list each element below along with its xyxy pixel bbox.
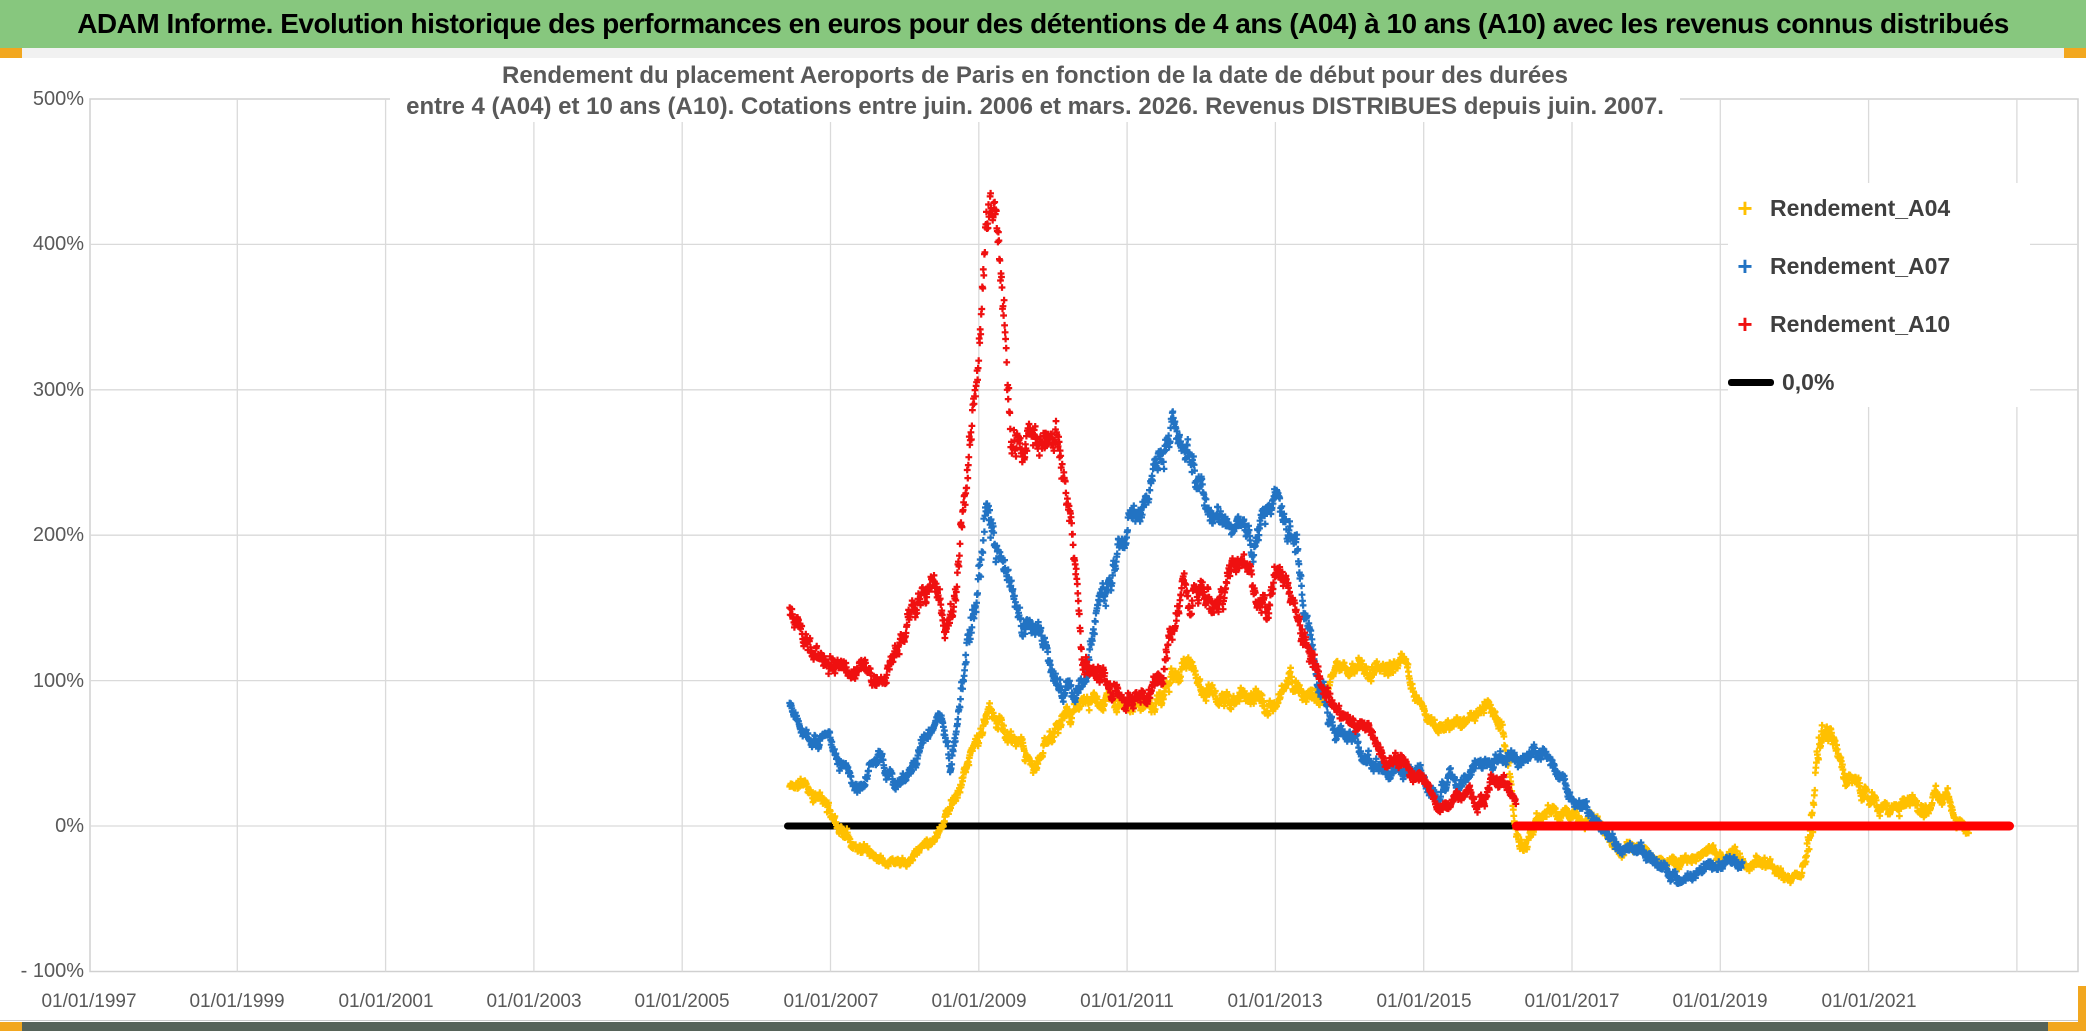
gold-accent-top-right <box>2064 48 2086 58</box>
footer-divider <box>0 1020 2086 1021</box>
y-tick-label: 100% <box>32 670 84 692</box>
x-tick-label: 01/01/2009 <box>931 991 1027 1012</box>
x-tick-label: 01/01/1997 <box>41 991 137 1012</box>
plus-marker-icon: + <box>1737 309 1753 339</box>
plus-marker-icon: + <box>1737 251 1753 281</box>
y-tick-label: 300% <box>32 379 84 401</box>
footer-bar <box>0 1022 2086 1031</box>
chart-title: Rendement du placement Aeroports de Pari… <box>390 60 1680 122</box>
legend-item-zero-line: 0,0% <box>1728 365 2030 399</box>
legend-item-a10: + Rendement_A10 <box>1728 307 2030 341</box>
chart-legend: + Rendement_A04 + Rendement_A07 + Rendem… <box>1728 183 2030 407</box>
x-tick-label: 01/01/2017 <box>1524 991 1620 1012</box>
y-tick-label: 0% <box>55 815 84 837</box>
legend-item-a04: + Rendement_A04 <box>1728 191 2030 225</box>
header-underline-strip <box>0 48 2086 58</box>
x-tick-label: 01/01/2001 <box>338 991 434 1012</box>
y-tick-label: 200% <box>32 524 84 546</box>
y-tick-label: 500% <box>32 88 84 110</box>
x-tick-label: 01/01/2021 <box>1821 991 1917 1012</box>
x-tick-label: 01/01/2007 <box>783 991 879 1012</box>
y-tick-label: - 100% <box>20 960 84 982</box>
header-banner: ADAM Informe. Evolution historique des p… <box>0 0 2086 48</box>
gold-accent-bottom-right <box>2048 1022 2086 1031</box>
x-tick-label: 01/01/2005 <box>634 991 730 1012</box>
page-title: ADAM Informe. Evolution historique des p… <box>77 8 2009 39</box>
y-tick-label: 400% <box>32 233 84 255</box>
legend-label: 0,0% <box>1782 368 1835 395</box>
zero-line-icon <box>1728 378 1774 386</box>
chart-title-line1: Rendement du placement Aeroports de Pari… <box>502 62 1568 89</box>
x-tick-label: 01/01/2015 <box>1376 991 1472 1012</box>
x-tick-label: 01/01/2013 <box>1227 991 1323 1012</box>
gold-accent-top-left <box>0 48 22 58</box>
chart-title-line2: entre 4 (A04) et 10 ans (A10). Cotations… <box>406 93 1664 120</box>
gold-accent-bottom-left <box>0 1022 22 1031</box>
legend-item-a07: + Rendement_A07 <box>1728 249 2030 283</box>
x-tick-label: 01/01/2019 <box>1672 991 1768 1012</box>
gold-accent-right-edge <box>2078 986 2086 1031</box>
plus-marker-icon: + <box>1737 193 1753 223</box>
x-tick-label: 01/01/1999 <box>189 991 285 1012</box>
x-tick-label: 01/01/2011 <box>1080 991 1174 1012</box>
legend-label: Rendement_A04 <box>1770 194 1951 221</box>
x-tick-label: 01/01/2003 <box>486 991 582 1012</box>
legend-label: Rendement_A07 <box>1770 252 1951 279</box>
legend-label: Rendement_A10 <box>1770 310 1951 337</box>
